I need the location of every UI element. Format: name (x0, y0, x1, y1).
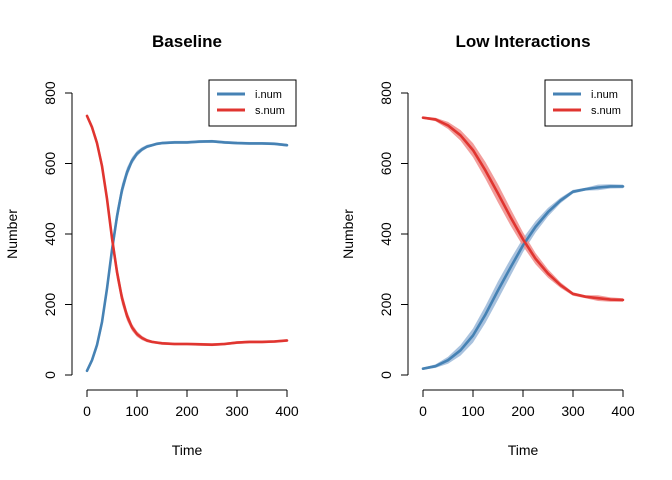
y-axis-label: Number (4, 209, 20, 259)
y-axis-label: Number (340, 209, 356, 259)
y-tick-label: 400 (42, 222, 58, 246)
x-tick-label: 100 (125, 403, 149, 419)
y-tick-label: 200 (378, 293, 394, 317)
series-line-s-num (85, 114, 289, 347)
series-line-i-num (85, 140, 289, 373)
y-tick-label: 800 (378, 81, 394, 105)
x-tick-label: 400 (611, 403, 635, 419)
x-axis-label: Time (172, 442, 203, 458)
y-tick-label: 200 (42, 293, 58, 317)
legend-label: s.num (591, 105, 621, 117)
legend: i.num s.num (208, 79, 297, 127)
legend-label: i.num (591, 89, 618, 101)
series-band-i-num (423, 184, 623, 370)
series-band-s-num (87, 114, 287, 347)
series-band-i-num (87, 139, 287, 373)
legend-label: s.num (255, 105, 285, 117)
y-tick-label: 400 (378, 222, 394, 246)
series-line-i-num (421, 185, 625, 371)
x-tick-label: 0 (83, 403, 91, 419)
x-tick-label: 300 (561, 403, 585, 419)
x-tick-label: 100 (461, 403, 485, 419)
x-tick-label: 200 (511, 403, 535, 419)
x-tick-label: 0 (419, 403, 427, 419)
series-band-s-num (423, 116, 623, 302)
legend-box (208, 79, 297, 127)
y-tick-label: 0 (42, 371, 58, 379)
x-axis-label: Time (508, 442, 539, 458)
series-line-s-num (421, 116, 625, 302)
chart-title: Baseline (152, 32, 222, 51)
chart-panel-1: Baseline 0 100 200 300 400 Time 0 200 400 600 800 Nu… (4, 32, 299, 458)
legend-label: i.num (255, 89, 282, 101)
y-tick-label: 600 (378, 152, 394, 176)
legend-box (544, 79, 633, 127)
x-tick-label: 400 (275, 403, 299, 419)
chart-title: Low Interactions (455, 32, 590, 51)
chart-panel-2: Low Interactions 0 100 200 300 400 Time 0 200 400… (340, 32, 635, 458)
x-tick-label: 300 (225, 403, 249, 419)
legend: i.num s.num (544, 79, 633, 127)
y-tick-label: 800 (42, 81, 58, 105)
x-tick-label: 200 (175, 403, 199, 419)
y-tick-label: 0 (378, 371, 394, 379)
y-tick-label: 600 (42, 152, 58, 176)
